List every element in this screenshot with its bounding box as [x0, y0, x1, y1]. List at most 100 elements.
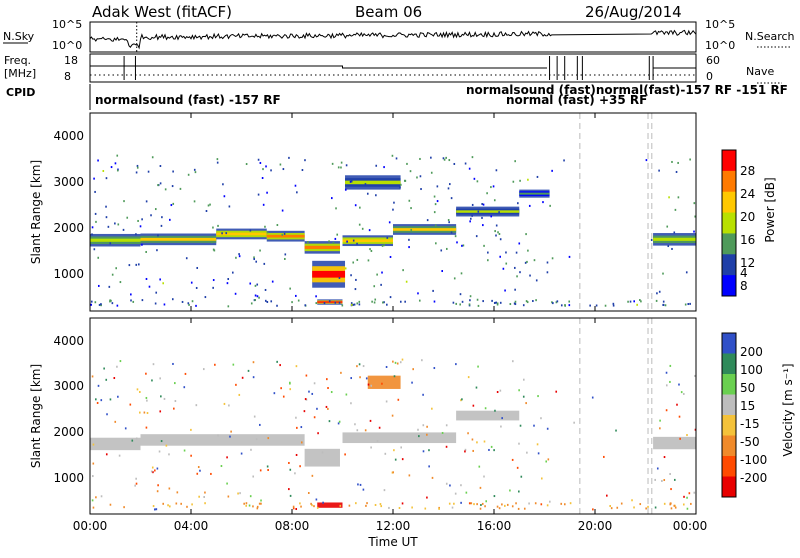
power-speckle: [115, 267, 117, 270]
velocity-speckle: [388, 506, 390, 509]
power-ylabel: Slant Range [km]: [29, 160, 43, 264]
power-speckle: [253, 258, 256, 261]
power-speckle: [495, 301, 497, 304]
power-speckle: [473, 177, 476, 180]
velocity-speckle: [117, 395, 119, 398]
power-speckle: [464, 162, 467, 165]
velocity-band: [304, 448, 340, 467]
power-speckle: [684, 303, 687, 306]
power-speckle: [477, 210, 480, 213]
power-speckle: [522, 304, 525, 307]
power-speckle: [448, 183, 451, 186]
velocity-speckle: [190, 428, 192, 431]
power-speckle: [517, 202, 519, 205]
power-speckle: [100, 304, 102, 307]
power-speckle: [462, 244, 465, 247]
velocity-speckle: [468, 502, 471, 505]
velocity-speckle: [385, 365, 388, 368]
power-speckle: [172, 202, 175, 205]
velocity-speckle: [106, 413, 108, 416]
velocity-speckle: [693, 491, 696, 494]
velocity-speckle: [139, 411, 141, 414]
velocity-speckle: [228, 404, 230, 407]
noise-traces: [89, 22, 697, 52]
power-speckle: [116, 169, 119, 172]
velocity-speckle: [135, 477, 137, 480]
power-speckle: [356, 242, 358, 245]
velocity-speckle: [518, 389, 520, 392]
velocity-speckle: [484, 505, 486, 508]
velocity-speckle: [348, 504, 351, 507]
power-speckle: [253, 256, 255, 259]
velocity-speckle: [385, 400, 388, 403]
velocity-speckle: [467, 376, 470, 379]
velocity-speckle: [308, 390, 310, 393]
velocity-speckle: [354, 423, 356, 426]
velocity-band: [342, 432, 457, 444]
velocity-speckle: [669, 502, 672, 505]
power-speckle: [136, 164, 139, 167]
nave-label: Nave: [746, 65, 774, 78]
velocity-speckle: [678, 383, 680, 386]
velocity-speckle: [172, 362, 174, 365]
velocity-speckle: [399, 361, 402, 364]
velocity-speckle: [321, 451, 324, 454]
velocity-speckle: [433, 367, 436, 370]
velocity-speckle: [441, 431, 444, 434]
velocity-speckle: [483, 475, 485, 478]
velocity-speckle: [326, 378, 328, 381]
velocity-speckle: [392, 471, 395, 474]
power-speckle: [187, 302, 190, 305]
power-speckle: [645, 159, 648, 162]
velocity-speckle: [168, 505, 171, 508]
power-speckle: [408, 199, 411, 202]
velocity-speckle: [481, 502, 484, 505]
velocity-speckle: [470, 502, 473, 505]
velocity-speckle: [426, 496, 428, 499]
power-cbar-tick-20: 20: [740, 210, 755, 224]
power-band-core: [90, 238, 141, 242]
velocity-speckle: [694, 374, 696, 377]
power-speckle: [341, 304, 344, 307]
power-speckle: [499, 255, 501, 258]
velocity-speckle: [370, 384, 373, 387]
velocity-speckle: [226, 482, 228, 485]
velocity-speckle: [591, 396, 594, 399]
velocity-speckle: [305, 374, 308, 377]
velocity-speckle: [683, 495, 685, 498]
velocity-speckle: [129, 403, 132, 406]
velocity-speckle: [555, 390, 558, 393]
power-speckle: [119, 281, 122, 284]
power-speckle: [135, 171, 138, 174]
velocity-speckle: [384, 452, 387, 455]
power-speckle: [355, 278, 357, 281]
power-speckle: [264, 299, 267, 302]
velocity-speckle: [157, 484, 159, 487]
power-speckle: [525, 233, 527, 236]
velocity-speckle: [245, 502, 248, 505]
freq-tick-top: 18: [64, 54, 78, 67]
velocity-cbar-tick-neg50: -50: [740, 435, 760, 449]
velocity-speckle: [422, 393, 424, 396]
velocity-speckle: [381, 382, 383, 385]
power-speckle: [556, 300, 559, 303]
power-speckle: [471, 156, 474, 159]
power-speckle: [159, 278, 161, 281]
velocity-speckle: [253, 415, 256, 418]
velocity-colorbar-swatch: [722, 456, 736, 477]
power-speckle: [383, 244, 386, 247]
power-speckle: [525, 300, 528, 303]
velocity-speckle: [282, 395, 285, 398]
velocity-speckle: [359, 483, 362, 486]
velocity-speckle: [616, 506, 619, 509]
velocity-speckle: [445, 424, 448, 427]
power-speckle: [627, 300, 629, 303]
power-speckle: [122, 228, 125, 231]
velocity-cbar-tick-neg15: -15: [740, 417, 760, 431]
power-speckle: [662, 272, 664, 275]
velocity-speckle: [484, 407, 487, 410]
power-speckle: [110, 299, 112, 302]
power-speckle: [93, 248, 96, 251]
velocity-speckle: [428, 449, 430, 452]
velocity-speckle: [174, 400, 177, 403]
